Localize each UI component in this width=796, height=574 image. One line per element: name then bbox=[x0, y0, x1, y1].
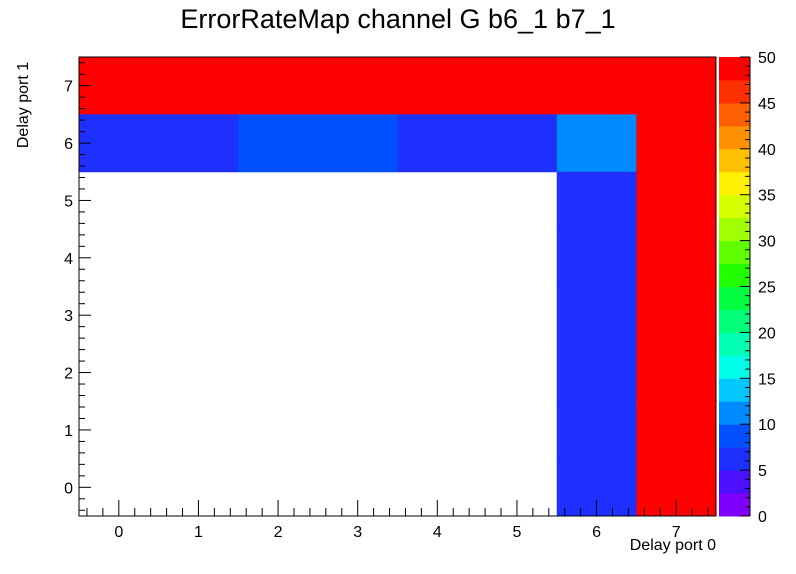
y-tick-label: 7 bbox=[64, 79, 73, 96]
heatmap-cell bbox=[556, 229, 637, 287]
x-tick-label: 6 bbox=[592, 524, 601, 541]
heatmap-cell bbox=[556, 114, 637, 173]
heatmap-cell bbox=[477, 57, 558, 115]
x-tick-label: 2 bbox=[274, 524, 283, 541]
chart-title: ErrorRateMap channel G b6_1 b7_1 bbox=[180, 4, 616, 34]
colorbar-segment bbox=[719, 217, 750, 242]
colorbar-tick-label: 5 bbox=[758, 463, 767, 480]
colorbar-segment bbox=[719, 125, 750, 150]
plot-frame bbox=[78, 56, 717, 517]
colorbar-segment bbox=[719, 286, 750, 310]
heatmap-cell bbox=[636, 114, 717, 173]
x-tick-label: 5 bbox=[512, 524, 521, 541]
y-tick-label: 4 bbox=[64, 251, 73, 268]
heatmap-cell bbox=[636, 401, 717, 460]
colorbar-segment bbox=[719, 424, 750, 448]
colorbar-tick-label: 25 bbox=[758, 280, 776, 297]
heatmap-cell bbox=[636, 57, 717, 115]
axes: 0 1 2 3 4 5 6 7 0 1 2 3 4 5 6 7 bbox=[64, 56, 717, 541]
colorbar-segment bbox=[719, 171, 750, 196]
heatmap-cell bbox=[238, 57, 319, 115]
colorbar-tick-label: 20 bbox=[758, 325, 776, 342]
x-tick-label: 0 bbox=[114, 524, 123, 541]
color-scale-bar: 0 5 10 15 20 25 30 35 40 45 50 bbox=[719, 50, 776, 526]
heatmap-cell bbox=[317, 57, 398, 115]
heatmap-cell bbox=[556, 343, 637, 402]
x-tick-label: 4 bbox=[433, 524, 442, 541]
colorbar-segment bbox=[719, 355, 750, 379]
heatmap-cell bbox=[636, 229, 717, 287]
colorbar-tick-label: 40 bbox=[758, 142, 776, 159]
colorbar-segment bbox=[719, 57, 750, 81]
y-tick-label: 5 bbox=[64, 193, 73, 210]
colorbar-segment bbox=[719, 332, 750, 356]
heatmap-cell bbox=[556, 286, 637, 345]
colorbar-segment bbox=[719, 194, 750, 219]
colorbar-tick-label: 10 bbox=[758, 417, 776, 434]
y-tick-label: 1 bbox=[64, 423, 73, 440]
y-tick-label: 6 bbox=[64, 136, 73, 153]
y-tick-label: 3 bbox=[64, 308, 73, 325]
colorbar-segment bbox=[719, 263, 750, 287]
heatmap-cell bbox=[636, 343, 717, 402]
colorbar-segment bbox=[719, 470, 750, 494]
x-tick-label: 3 bbox=[353, 524, 362, 541]
colorbar-tick-label: 15 bbox=[758, 371, 776, 388]
heatmap-cell bbox=[636, 171, 717, 230]
heatmap-cell bbox=[636, 286, 717, 345]
y-tick-label: 0 bbox=[64, 480, 73, 497]
heatmap-cell bbox=[79, 57, 160, 115]
x-tick-label: 7 bbox=[672, 524, 681, 541]
colorbar-segment bbox=[719, 447, 750, 471]
colorbar-segment bbox=[719, 148, 750, 173]
heatmap-cell bbox=[317, 114, 398, 173]
heatmap-cell bbox=[238, 114, 319, 173]
colorbar-segment bbox=[719, 102, 750, 127]
colorbar-segment bbox=[719, 378, 750, 402]
heatmap-cell bbox=[158, 57, 239, 115]
heatmap-cell bbox=[477, 114, 558, 173]
heatmap-cell bbox=[556, 57, 637, 115]
x-tick-label: 1 bbox=[194, 524, 203, 541]
heatmap-cell bbox=[397, 57, 478, 115]
heatmap-cell bbox=[79, 114, 160, 173]
colorbar-tick-label: 35 bbox=[758, 188, 776, 205]
colorbar-tick-label: 30 bbox=[758, 234, 776, 251]
heatmap-cell bbox=[556, 401, 637, 460]
colorbar-segment bbox=[719, 401, 750, 425]
heatmap-cell bbox=[158, 114, 239, 173]
heatmap-cell bbox=[556, 171, 637, 230]
heatmap-cells bbox=[79, 57, 717, 517]
x-axis-label: Delay port 0 bbox=[629, 537, 716, 554]
heatmap-cell bbox=[397, 114, 478, 173]
colorbar-segment bbox=[719, 240, 750, 265]
colorbar-segment bbox=[719, 493, 750, 517]
colorbar-segment bbox=[719, 79, 750, 104]
colorbar-segment bbox=[719, 309, 750, 333]
colorbar-tick-label: 0 bbox=[758, 509, 767, 526]
colorbar-tick-label: 45 bbox=[758, 96, 776, 113]
y-tick-label: 2 bbox=[64, 366, 73, 383]
colorbar-tick-label: 50 bbox=[758, 50, 776, 67]
